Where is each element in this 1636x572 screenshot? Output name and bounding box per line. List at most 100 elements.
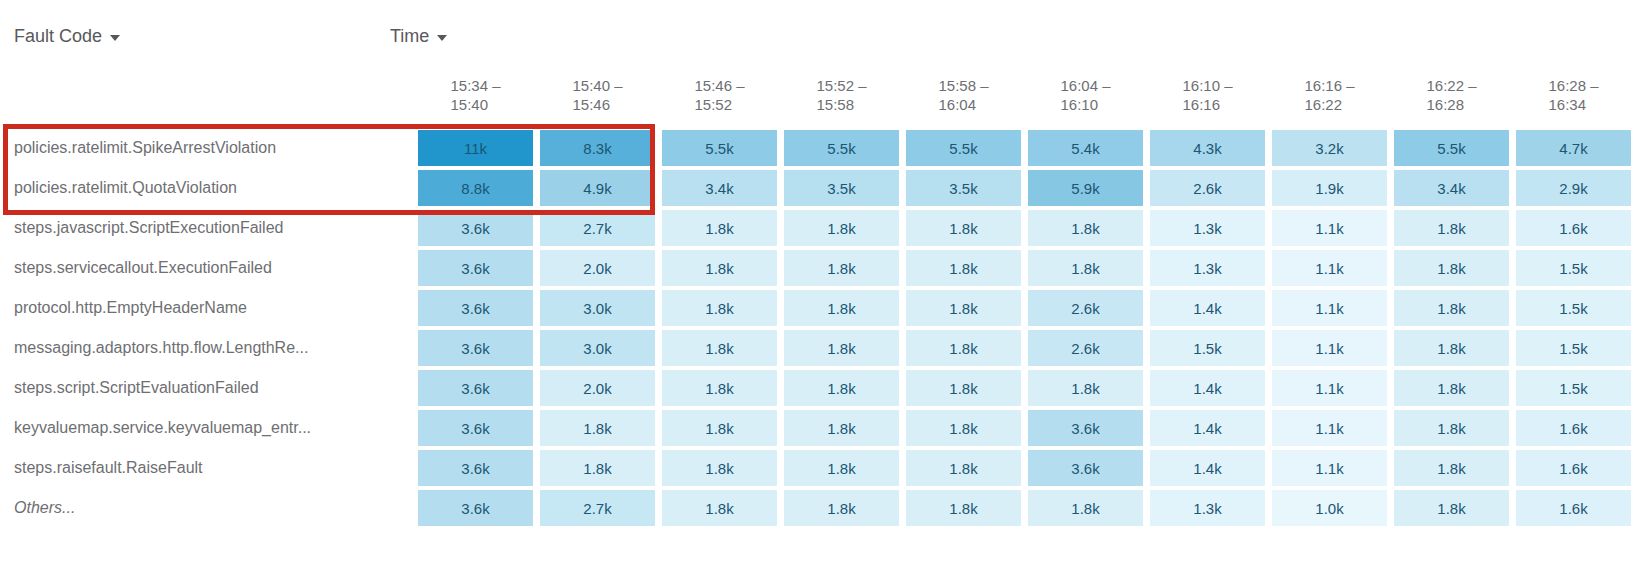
fault-code-row-label: steps.script.ScriptEvaluationFailed — [14, 370, 411, 406]
heatmap-cell: 1.4k — [1150, 450, 1265, 486]
heatmap-cell: 1.8k — [662, 250, 777, 286]
heatmap-cell: 1.8k — [1394, 330, 1509, 366]
time-bucket-start: 15:58 – — [938, 76, 988, 95]
fault-code-row-label: policies.ratelimit.QuotaViolation — [14, 170, 411, 206]
heatmap-cell: 3.6k — [418, 490, 533, 526]
fault-code-row-label: steps.javascript.ScriptExecutionFailed — [14, 210, 411, 246]
fault-code-row-label: steps.raisefault.RaiseFault — [14, 450, 411, 486]
heatmap-cell: 1.8k — [1394, 210, 1509, 246]
heatmap-cell: 1.5k — [1150, 330, 1265, 366]
fault-code-header-label: Fault Code — [14, 26, 102, 47]
heatmap-cell: 1.8k — [662, 410, 777, 446]
heatmap-cell: 1.3k — [1150, 210, 1265, 246]
time-bucket-end: 16:28 — [1426, 95, 1476, 114]
heatmap-cell: 2.0k — [540, 370, 655, 406]
time-bucket-end: 16:22 — [1304, 95, 1354, 114]
heatmap-cell: 1.8k — [662, 370, 777, 406]
heatmap-cell: 1.8k — [784, 250, 899, 286]
time-bucket-start: 15:40 – — [572, 76, 622, 95]
heatmap-cell: 1.1k — [1272, 290, 1387, 326]
caret-down-icon — [110, 35, 120, 41]
time-header-label: Time — [390, 26, 429, 47]
heatmap-cell: 3.5k — [784, 170, 899, 206]
heatmap-cell: 2.6k — [1028, 330, 1143, 366]
heatmap-cell: 3.6k — [418, 290, 533, 326]
heatmap-cell: 4.3k — [1150, 130, 1265, 166]
time-sort-header[interactable]: Time — [390, 26, 447, 47]
heatmap-cell: 1.1k — [1272, 370, 1387, 406]
heatmap-cell: 1.4k — [1150, 410, 1265, 446]
heatmap-cell: 1.8k — [906, 450, 1021, 486]
time-bucket-start: 15:34 – — [450, 76, 500, 95]
time-bucket-header: 15:46 –15:52 — [662, 68, 777, 126]
heatmap-cell: 3.6k — [418, 210, 533, 246]
heatmap-cell: 1.8k — [662, 450, 777, 486]
heatmap-cell: 3.6k — [418, 410, 533, 446]
heatmap-grid: 15:34 –15:4015:40 –15:4615:46 –15:5215:5… — [14, 68, 1631, 526]
heatmap-cell: 4.7k — [1516, 130, 1631, 166]
heatmap-cell: 3.6k — [418, 330, 533, 366]
heatmap-cell: 8.3k — [540, 130, 655, 166]
heatmap-cell: 5.9k — [1028, 170, 1143, 206]
heatmap-cell: 1.8k — [906, 330, 1021, 366]
heatmap-cell: 1.8k — [784, 450, 899, 486]
heatmap-cell: 5.5k — [906, 130, 1021, 166]
heatmap-cell: 1.5k — [1516, 330, 1631, 366]
heatmap-cell: 8.8k — [418, 170, 533, 206]
fault-code-row-label: keyvaluemap.service.keyvaluemap_entr... — [14, 410, 411, 446]
time-bucket-start: 16:22 – — [1426, 76, 1476, 95]
fault-code-row-label: steps.servicecallout.ExecutionFailed — [14, 250, 411, 286]
time-bucket-start: 16:16 – — [1304, 76, 1354, 95]
heatmap-cell: 1.8k — [1394, 290, 1509, 326]
heatmap-cell: 1.1k — [1272, 250, 1387, 286]
heatmap-cell: 2.7k — [540, 490, 655, 526]
time-bucket-start: 16:28 – — [1548, 76, 1598, 95]
heatmap-cell: 3.6k — [1028, 410, 1143, 446]
heatmap-cell: 1.8k — [1394, 370, 1509, 406]
heatmap-cell: 1.8k — [1028, 490, 1143, 526]
heatmap-cell: 1.5k — [1516, 370, 1631, 406]
heatmap-cell: 2.7k — [540, 210, 655, 246]
time-bucket-header: 15:52 –15:58 — [784, 68, 899, 126]
time-bucket-end: 15:52 — [694, 95, 744, 114]
heatmap-cell: 3.2k — [1272, 130, 1387, 166]
fault-code-sort-header[interactable]: Fault Code — [14, 26, 120, 47]
heatmap-cell: 3.6k — [1028, 450, 1143, 486]
heatmap-cell: 1.8k — [1028, 210, 1143, 246]
heatmap-cell: 1.8k — [662, 490, 777, 526]
fault-code-row-label: protocol.http.EmptyHeaderName — [14, 290, 411, 326]
heatmap-cell: 5.5k — [662, 130, 777, 166]
heatmap-cell: 2.6k — [1028, 290, 1143, 326]
time-bucket-header: 16:04 –16:10 — [1028, 68, 1143, 126]
heatmap-cell: 1.4k — [1150, 290, 1265, 326]
time-bucket-end: 16:04 — [938, 95, 988, 114]
time-bucket-start: 15:52 – — [816, 76, 866, 95]
heatmap-cell: 1.0k — [1272, 490, 1387, 526]
heatmap-cell: 1.8k — [784, 210, 899, 246]
heatmap-cell: 3.6k — [418, 370, 533, 406]
heatmap-cell: 11k — [418, 130, 533, 166]
heatmap-cell: 1.8k — [784, 490, 899, 526]
time-bucket-header: 15:40 –15:46 — [540, 68, 655, 126]
time-bucket-header: 15:34 –15:40 — [418, 68, 533, 126]
time-bucket-start: 15:46 – — [694, 76, 744, 95]
heatmap-cell: 2.0k — [540, 250, 655, 286]
heatmap-cell: 5.4k — [1028, 130, 1143, 166]
heatmap-cell: 1.5k — [1516, 250, 1631, 286]
heatmap-cell: 1.8k — [540, 410, 655, 446]
heatmap-cell: 5.5k — [784, 130, 899, 166]
heatmap-cell: 1.8k — [1394, 410, 1509, 446]
caret-down-icon — [437, 35, 447, 41]
heatmap-cell: 1.1k — [1272, 210, 1387, 246]
time-bucket-start: 16:04 – — [1060, 76, 1110, 95]
heatmap-cell: 2.6k — [1150, 170, 1265, 206]
heatmap-cell: 3.6k — [418, 250, 533, 286]
heatmap-cell: 3.0k — [540, 330, 655, 366]
heatmap-cell: 1.5k — [1516, 290, 1631, 326]
fault-code-row-label: Others... — [14, 490, 411, 526]
time-bucket-end: 16:10 — [1060, 95, 1110, 114]
time-bucket-header: 16:28 –16:34 — [1516, 68, 1631, 126]
heatmap-cell: 1.8k — [906, 490, 1021, 526]
heatmap-cell: 1.8k — [662, 290, 777, 326]
time-bucket-header: 15:58 –16:04 — [906, 68, 1021, 126]
